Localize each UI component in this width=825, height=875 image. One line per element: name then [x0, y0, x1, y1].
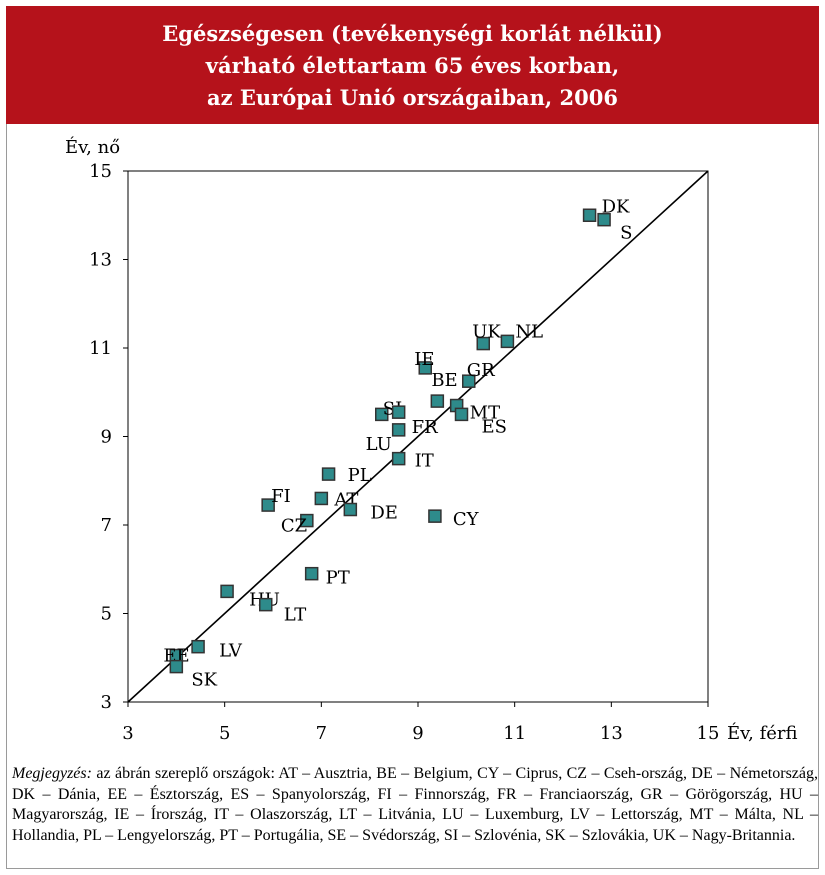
footnote-text: az ábrán szereplő országok: AT – Ausztri… [12, 765, 818, 844]
title-line-1: Egészségesen (tevékenységi korlát nélkül… [162, 21, 663, 46]
x-axis-label: Év, férfi [727, 721, 798, 744]
y-tick-label: 15 [89, 161, 112, 182]
data-label-s: S [620, 223, 632, 244]
scatter-chart: 3 5 7 9 11 13 15 3 5 7 9 11 13 15 Év, férfi Év, nő DK S NL… [65, 135, 798, 744]
data-label-de: DE [370, 503, 398, 524]
data-point-dk [582, 208, 597, 222]
x-tick-label: 15 [697, 723, 720, 744]
y-tick-label: 7 [101, 515, 112, 536]
title-line-2: várható élettartam 65 éves korban, [205, 53, 620, 78]
data-label-ie: IE [414, 349, 434, 370]
x-tick-label: 13 [600, 723, 623, 744]
data-label-lt: LT [284, 605, 307, 626]
title-line-3: az Európai Unió országaiban, 2006 [207, 85, 618, 110]
footnote-label: Megjegyzés: [12, 765, 92, 782]
y-tick-label: 3 [101, 692, 112, 713]
data-point-es [454, 407, 469, 422]
data-label-cy: CY [453, 509, 480, 530]
data-label-be: BE [431, 370, 457, 391]
data-label-lv: LV [219, 641, 243, 662]
data-label-sk: SK [191, 670, 217, 691]
data-label-es: ES [482, 416, 507, 437]
data-label-cz: CZ [281, 516, 307, 537]
data-label-gr: GR [467, 360, 495, 381]
data-point-ie [418, 361, 432, 375]
data-point-it [391, 451, 406, 466]
data-label-pt: PT [326, 568, 350, 589]
data-label-it: IT [415, 451, 434, 472]
data-point-be [430, 394, 445, 408]
data-point-lu [391, 423, 406, 437]
data-point-si [375, 407, 389, 422]
reference-line [127, 170, 709, 703]
x-tick-label: 7 [316, 723, 327, 744]
data-point-de [343, 502, 358, 517]
x-tick-label: 11 [503, 723, 526, 744]
x-tick-label: 9 [412, 723, 423, 744]
data-label-fr: FR [412, 417, 438, 438]
data-point-cy [428, 509, 442, 523]
data-point-sk [169, 659, 184, 674]
data-label-nl: NL [515, 321, 543, 342]
x-tick-label: 3 [122, 723, 133, 744]
data-point-pt [304, 566, 319, 581]
data-point-lt [259, 597, 273, 612]
data-point-lv [191, 639, 205, 654]
data-label-dk: DK [602, 196, 630, 217]
data-point-hu [220, 584, 234, 599]
data-point-pl [321, 467, 336, 481]
data-point-gr [462, 374, 476, 388]
chart-title: Egészségesen (tevékenységi korlát nélkül… [6, 6, 819, 124]
data-label-mt: MT [470, 403, 500, 424]
data-label-fi: FI [271, 486, 291, 507]
data-point-cz [300, 513, 314, 528]
data-label-pl: PL [348, 465, 372, 486]
y-tick-label: 9 [101, 427, 112, 448]
data-point-fr [391, 405, 406, 419]
x-tick-label: 5 [219, 723, 230, 744]
data-point-s [597, 212, 611, 227]
data-point-uk [476, 336, 490, 351]
data-point-at [314, 491, 329, 506]
y-tick-label: 13 [89, 250, 112, 271]
y-tick-label: 5 [101, 604, 112, 625]
footnote: Megjegyzés: az ábrán szereplő országok: … [12, 764, 818, 846]
y-axis-label: Év, nő [65, 135, 120, 158]
y-tick-label: 11 [89, 338, 112, 359]
data-label-lu: LU [366, 434, 392, 455]
data-point-nl [500, 334, 515, 349]
data-point-fi [261, 498, 275, 512]
data-label-uk: UK [472, 322, 501, 343]
